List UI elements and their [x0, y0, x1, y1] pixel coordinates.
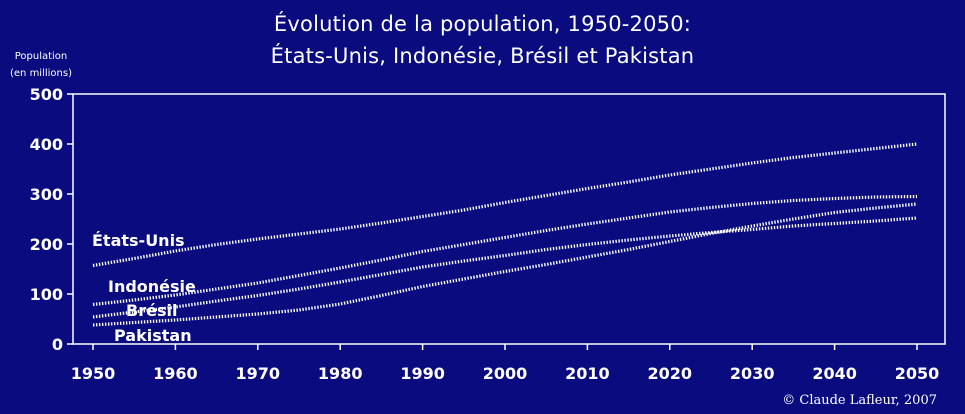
series-label-bresil: Brésil [126, 301, 177, 320]
copyright-credit: © Claude Lafleur, 2007 [782, 393, 937, 408]
y-tick-label: 200 [30, 235, 63, 254]
x-tick-label: 1970 [236, 364, 281, 383]
x-tick-label: 2040 [812, 364, 857, 383]
chart-title-line2: États-Unis, Indonésie, Brésil et Pakista… [270, 44, 695, 68]
x-tick-label: 1990 [400, 364, 445, 383]
series-label-pakistan: Pakistan [114, 326, 192, 345]
series-line-pakistan [92, 202, 918, 327]
x-tick-label: 1950 [71, 364, 116, 383]
x-tick-label: 2010 [565, 364, 610, 383]
series-line-etats-unis [92, 142, 918, 268]
y-tick-label: 100 [30, 285, 63, 304]
y-axis: 0 100 200 300 400 500 [30, 85, 73, 354]
x-tick-label: 2000 [483, 364, 528, 383]
y-tick-label: 400 [30, 135, 63, 154]
series-label-indonesie: Indonésie [108, 277, 196, 296]
y-tick-label: 300 [30, 185, 63, 204]
x-axis: 1950 1960 1970 1980 1990 2000 2010 2020 2030 2040… [71, 344, 940, 383]
chart-title: Évolution de la population, 1950-2050: É… [0, 8, 965, 72]
plot-area [72, 93, 946, 345]
y-axis-label-line2: (en millions) [10, 68, 72, 79]
y-axis-label-line1: Population [14, 51, 68, 62]
series-line-bresil [92, 216, 918, 319]
chart-title-line1: Évolution de la population, 1950-2050: [273, 12, 692, 36]
series-line-indonesie [92, 194, 918, 307]
y-tick-label: 0 [52, 335, 63, 354]
x-tick-label: 2030 [730, 364, 775, 383]
x-tick-label: 2020 [648, 364, 693, 383]
series-labels: États-Unis Indonésie Brésil Pakistan [92, 231, 196, 345]
x-tick-label: 1960 [153, 364, 198, 383]
series-label-etats-unis: États-Unis [92, 231, 185, 250]
y-axis-label: Population (en millions) [4, 48, 78, 82]
y-tick-label: 500 [30, 85, 63, 104]
series-lines [92, 142, 918, 327]
x-tick-label: 2050 [895, 364, 940, 383]
x-tick-label: 1980 [318, 364, 363, 383]
